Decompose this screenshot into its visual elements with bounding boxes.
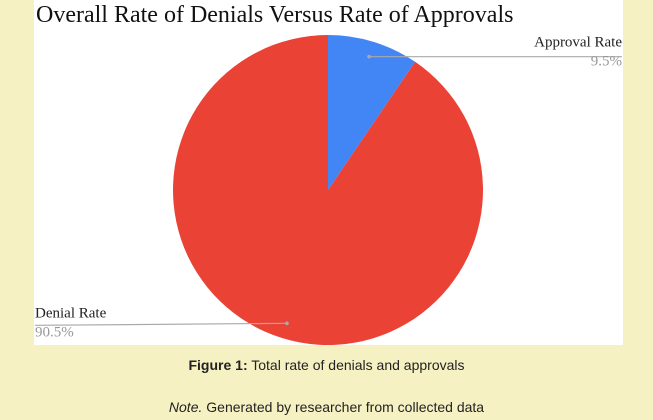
caption-label: Figure 1:: [188, 357, 248, 373]
chart-title: Overall Rate of Denials Versus Rate of A…: [36, 2, 513, 28]
slice-label: Denial Rate: [35, 305, 107, 321]
chart: Overall Rate of Denials Versus Rate of A…: [34, 0, 623, 345]
pie-slice: [172, 35, 483, 345]
value-label: 90.5%: [35, 324, 74, 340]
value-label: 9.5%: [591, 54, 622, 70]
pie-slice: [328, 35, 416, 190]
caption-text: Total rate of denials and approvals: [251, 357, 465, 373]
slice-label: Approval Rate: [534, 35, 622, 51]
figure-note: Note. Generated by researcher from colle…: [0, 399, 653, 415]
figure-caption: Figure 1: Total rate of denials and appr…: [0, 357, 653, 373]
note-text: Generated by researcher from collected d…: [206, 399, 485, 415]
note-label: Note.: [168, 399, 203, 415]
leader-dot: [367, 54, 371, 59]
leader-dot: [285, 321, 289, 326]
leader-line: [34, 322, 287, 326]
